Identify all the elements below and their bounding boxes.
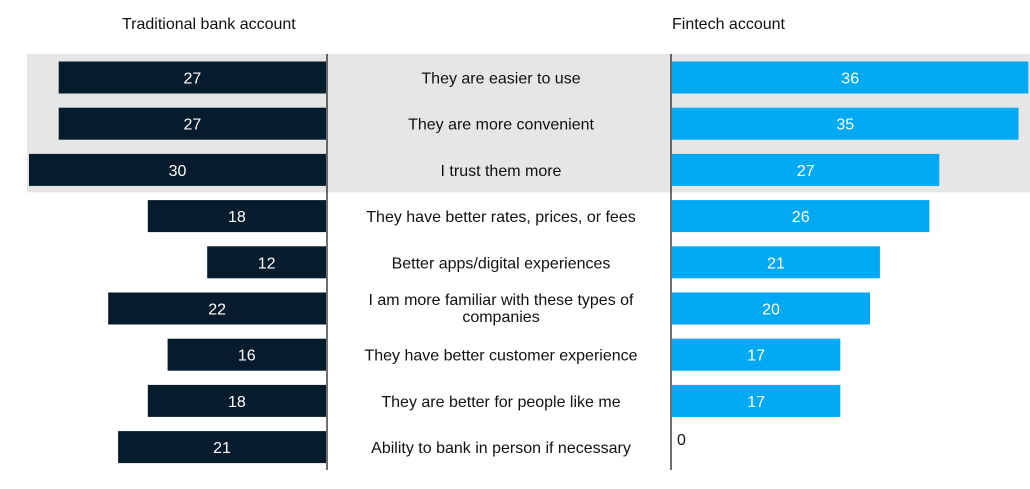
left-bar xyxy=(207,246,326,279)
category-label: I am more familiar with these types of co… xyxy=(369,292,635,326)
right-bar-value-label: 20 xyxy=(762,302,780,319)
right-bar-value-label: 21 xyxy=(767,255,785,272)
left-bar-value-label: 16 xyxy=(238,348,256,365)
right-bar xyxy=(672,107,1019,140)
right-bar-value-label: 17 xyxy=(747,348,765,365)
left-bar-value-label: 30 xyxy=(169,163,187,180)
category-label: They are better for people like me xyxy=(381,394,620,411)
right-bar xyxy=(672,338,841,371)
left-bar-value-label: 22 xyxy=(208,302,226,319)
right-bar-value-label: 35 xyxy=(836,117,854,134)
category-label: Ability to bank in person if necessary xyxy=(371,440,631,457)
left-bar xyxy=(147,384,326,417)
right-bar xyxy=(672,292,870,325)
left-bar-value-label: 21 xyxy=(213,440,231,457)
category-label: They are more convenient xyxy=(408,117,594,134)
left-bar xyxy=(58,107,326,140)
left-bar-value-label: 18 xyxy=(228,394,246,411)
right-bar xyxy=(672,153,940,186)
right-bar xyxy=(672,246,880,279)
right-bar-value-label: 17 xyxy=(747,394,765,411)
right-bar-value-label: 26 xyxy=(792,209,810,226)
left-bar-value-label: 27 xyxy=(183,117,201,134)
category-label: I trust them more xyxy=(441,163,562,180)
right-bar xyxy=(672,384,841,417)
right-bar-value-label: 0 xyxy=(677,432,686,449)
right-bar-value-label: 36 xyxy=(841,71,859,88)
left-bar xyxy=(58,61,326,94)
left-bar xyxy=(167,338,326,371)
category-label: They have better customer experience xyxy=(364,348,637,365)
left-bar xyxy=(118,431,326,464)
chart-marks: 27 36 They are easier to use 27 35 They are m… xyxy=(29,61,1029,464)
right-bar-value-label: 27 xyxy=(797,163,815,180)
left-bar xyxy=(29,153,326,186)
right-bar xyxy=(672,200,930,233)
category-label: Better apps/digital experiences xyxy=(392,255,611,272)
category-label: They have better rates, prices, or fees xyxy=(366,209,635,226)
left-bar-value-label: 27 xyxy=(183,71,201,88)
left-bar-value-label: 12 xyxy=(258,255,276,272)
category-label: They are easier to use xyxy=(421,71,580,88)
left-panel-title: Traditional bank account xyxy=(122,16,296,33)
right-panel-title: Fintech account xyxy=(672,16,786,33)
right-bar xyxy=(672,61,1029,94)
left-bar xyxy=(108,292,326,325)
left-bar-value-label: 18 xyxy=(228,209,246,226)
left-bar xyxy=(147,200,326,233)
